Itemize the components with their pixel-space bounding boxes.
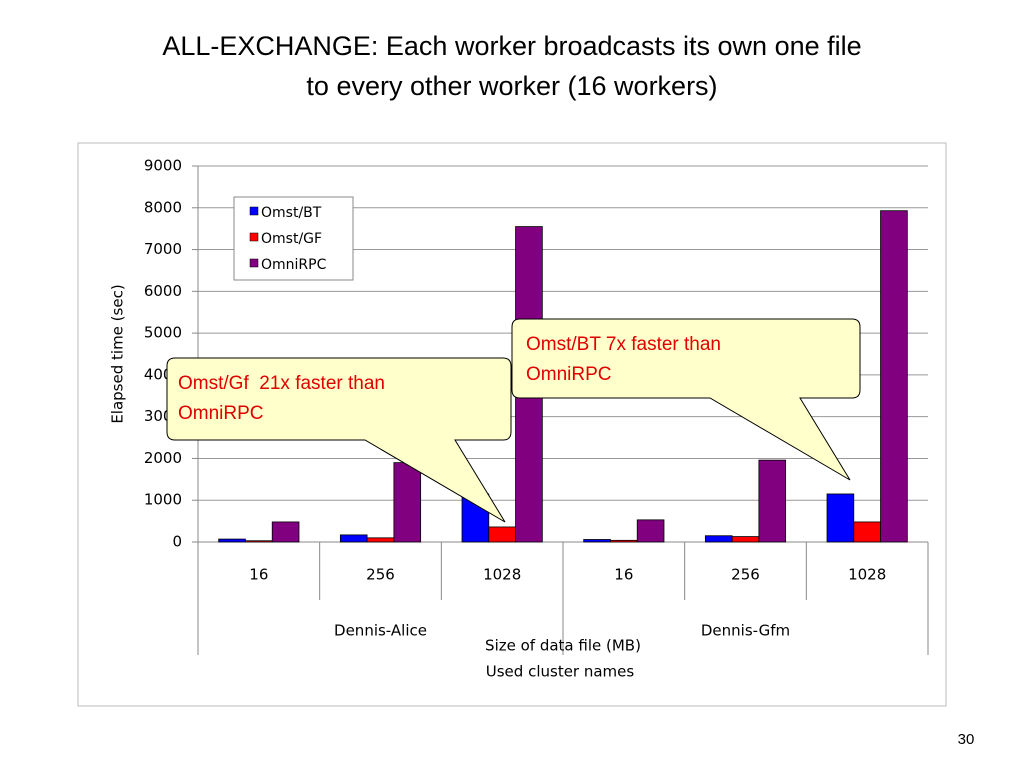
- title-line: to every other worker (16 workers): [306, 71, 717, 101]
- bar: [245, 540, 273, 543]
- y-tick-label: 1000: [144, 491, 182, 509]
- bar: [218, 538, 246, 543]
- callout-text: OmniRPC: [178, 403, 264, 424]
- y-tick-label: 9000: [144, 157, 182, 175]
- x-tick-label: 256: [731, 566, 760, 584]
- y-tick-label: 8000: [144, 198, 182, 216]
- callout-text: Omst/Gf 21x faster than: [178, 373, 385, 394]
- bar: [488, 526, 516, 543]
- x-tick-label: 1028: [483, 566, 521, 584]
- legend-label: Omst/GF: [261, 231, 322, 247]
- y-tick-label: 5000: [144, 324, 182, 342]
- x-tick-label: 1028: [848, 566, 886, 584]
- callouts: Omst/Gf 21x faster than OmniRPC Omst/BT …: [166, 318, 861, 523]
- bar: [731, 536, 760, 543]
- x-axis-label: Used cluster names: [486, 663, 635, 681]
- bar: [366, 537, 395, 543]
- y-tick-label: 6000: [144, 282, 182, 300]
- callout-box: [166, 357, 512, 523]
- bar: [704, 535, 733, 543]
- y-tick-label: 0: [172, 533, 182, 551]
- bar: [339, 534, 368, 543]
- bar: [393, 462, 422, 543]
- legend-label: OmniRPC: [261, 257, 327, 273]
- bar: [610, 539, 638, 543]
- group-label: Dennis-Gfm: [701, 622, 790, 640]
- bar: [853, 521, 881, 543]
- legend-swatch: [249, 232, 259, 242]
- x-tick-label: 16: [249, 566, 268, 584]
- y-axis-label: Elapsed time (sec): [109, 284, 127, 423]
- bar: [636, 519, 665, 543]
- legend-swatch: [249, 258, 259, 268]
- legend-swatch: [249, 206, 259, 216]
- bar: [826, 493, 855, 543]
- group-label: Dennis-Alice: [334, 622, 427, 640]
- y-tick-label: 7000: [144, 240, 182, 258]
- page-number: 30: [958, 731, 975, 748]
- x-axis-label: Size of data file (MB): [485, 637, 641, 655]
- bar: [271, 521, 300, 543]
- bar: [758, 459, 787, 543]
- x-tick-label: 256: [366, 566, 395, 584]
- callout-text: Omst/BT 7x faster than: [526, 334, 721, 355]
- x-tick-label: 16: [614, 566, 633, 584]
- callout-box: [511, 318, 861, 481]
- y-tick-label: 2000: [144, 449, 182, 467]
- chart: 0100020003000400050006000700080009000Ela…: [109, 157, 929, 681]
- bar: [583, 539, 611, 543]
- title-line: ALL-EXCHANGE: Each worker broadcasts its…: [162, 31, 861, 61]
- callout-text: OmniRPC: [526, 364, 612, 385]
- legend-label: Omst/BT: [261, 205, 322, 221]
- bar: [880, 210, 908, 543]
